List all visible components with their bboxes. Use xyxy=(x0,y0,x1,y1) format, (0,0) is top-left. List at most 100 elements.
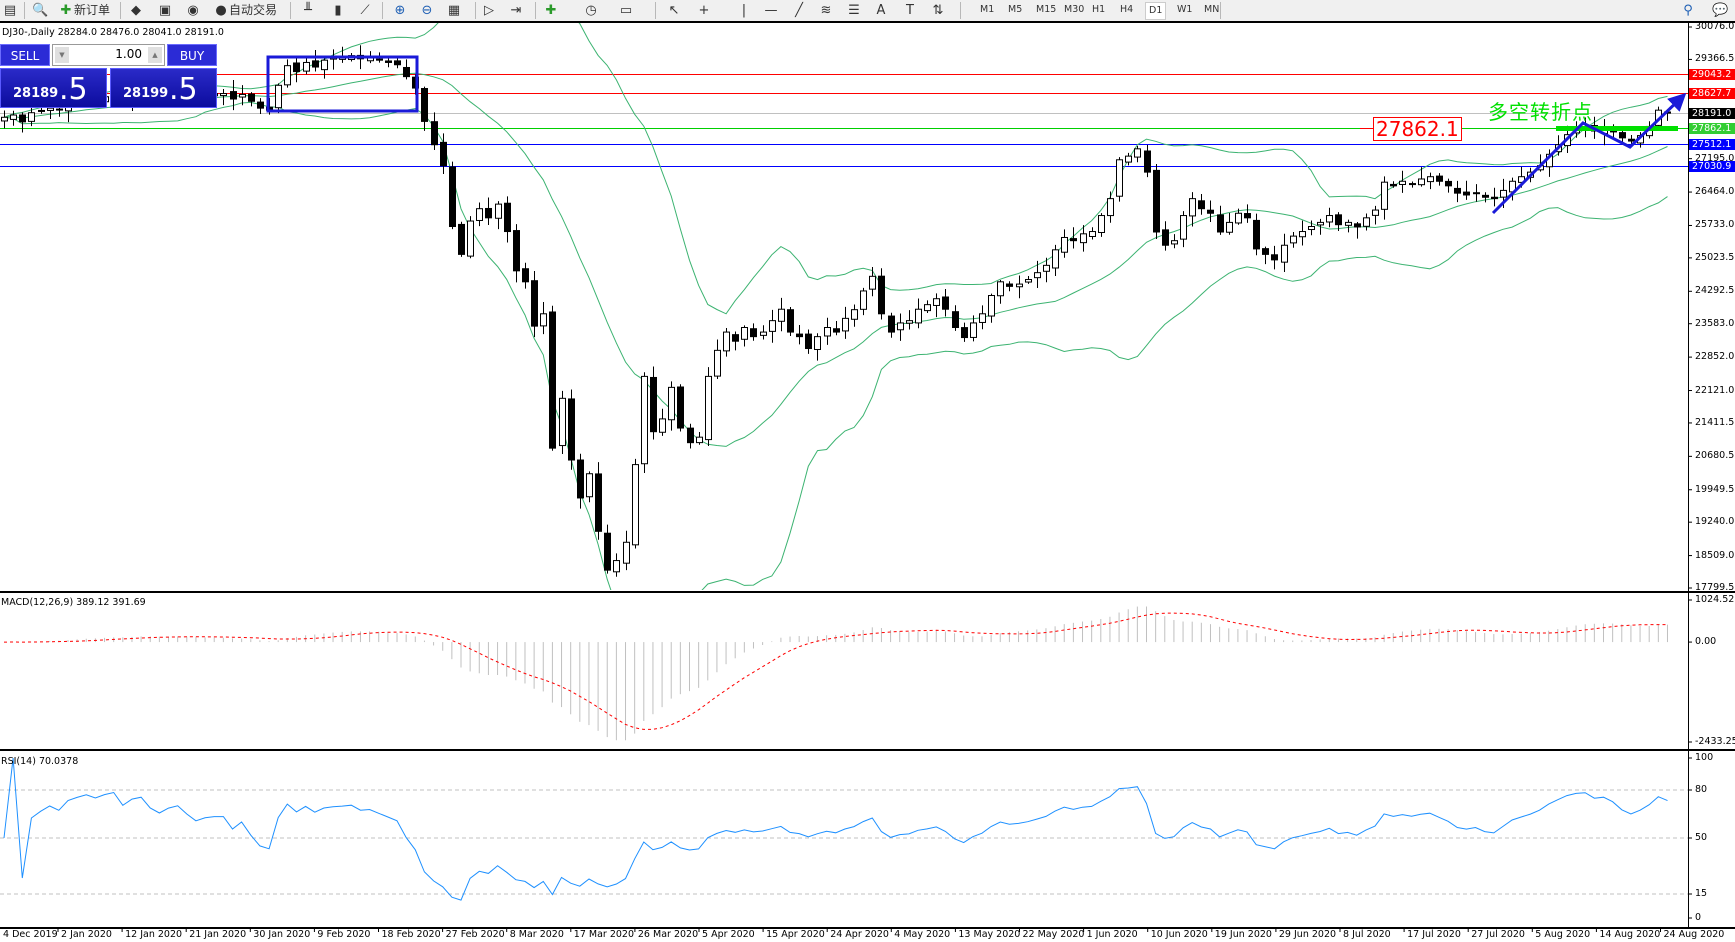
candle-body xyxy=(1372,209,1379,216)
candle xyxy=(1061,229,1068,258)
navigator-icon[interactable]: ▣ xyxy=(158,3,172,18)
vertical-line-icon[interactable]: | xyxy=(741,3,747,18)
chat-icon[interactable]: 💬 xyxy=(1712,3,1729,18)
candle-body xyxy=(1144,150,1151,173)
arrows-icon[interactable]: ⇅ xyxy=(932,3,944,18)
line-chart-icon[interactable]: ⟋ xyxy=(360,3,370,18)
chart-shift-icon[interactable]: ⇥ xyxy=(510,3,522,18)
candle-body xyxy=(659,418,666,433)
buy-button[interactable]: BUY xyxy=(167,44,217,66)
timeframe-m1[interactable]: M1 xyxy=(980,4,995,15)
pane-separator xyxy=(0,591,1735,593)
auto-scroll-icon[interactable]: ▷ xyxy=(484,3,494,18)
bar-chart-icon[interactable]: ╨ xyxy=(304,3,312,18)
timeframe-m15[interactable]: M15 xyxy=(1036,4,1057,15)
candle-body xyxy=(641,375,648,465)
candle-body xyxy=(915,308,922,324)
timeframe-m30[interactable]: M30 xyxy=(1064,4,1085,15)
candle xyxy=(906,310,913,330)
date-label: 9 Feb 2020 xyxy=(317,929,371,940)
candle-body xyxy=(303,61,310,72)
timeframe-d1[interactable]: D1 xyxy=(1145,2,1167,20)
sell-price[interactable]: 28189 .5 xyxy=(0,68,107,108)
lot-size-stepper[interactable]: ▼ 1.00 ▲ xyxy=(52,44,165,66)
print-preview-icon[interactable]: 🔍 xyxy=(32,3,49,18)
lot-decrease-button[interactable]: ▼ xyxy=(55,47,69,63)
auto-trading-icon[interactable]: ● 自动交易 xyxy=(215,3,278,18)
candle-body xyxy=(604,532,611,571)
lot-size-input[interactable]: 1.00 xyxy=(115,47,142,61)
new-order-icon[interactable]: ✚ 新订单 xyxy=(60,3,111,18)
candle xyxy=(979,305,986,330)
text-label-icon[interactable]: T xyxy=(906,3,914,18)
candle xyxy=(522,262,529,289)
toolbar-separator xyxy=(960,2,961,19)
timeframe-h1[interactable]: H1 xyxy=(1092,4,1106,15)
candle xyxy=(641,372,648,473)
candle xyxy=(961,322,968,342)
lot-increase-button[interactable]: ▲ xyxy=(148,47,162,63)
trend-arrow xyxy=(1491,92,1687,215)
candle xyxy=(1345,219,1352,233)
price-tick-label: 21411.5 xyxy=(1695,416,1735,428)
candle xyxy=(741,325,748,347)
cursor-icon[interactable]: ↖ xyxy=(668,3,680,18)
candle-body xyxy=(522,268,529,283)
periods-icon[interactable]: ◷ xyxy=(585,3,597,18)
price-tick-label: 22121.0 xyxy=(1695,384,1735,396)
price-chart-pane[interactable] xyxy=(0,21,1735,593)
candle-body xyxy=(1006,283,1013,287)
price-annotation-label[interactable]: 27862.1 xyxy=(1373,117,1462,141)
candle-body xyxy=(1409,183,1416,186)
candle xyxy=(1198,193,1205,215)
candle-body xyxy=(312,60,319,68)
fibo-fan-icon[interactable]: ☰ xyxy=(848,3,860,18)
search-icon[interactable]: ⚲ xyxy=(1683,3,1693,18)
indicators-icon[interactable]: ✚ xyxy=(545,3,557,18)
date-label: 26 Mar 2020 xyxy=(637,929,699,940)
candle-body xyxy=(394,60,401,66)
new-order-label: 新订单 xyxy=(74,3,111,17)
timeframe-mn[interactable]: MN xyxy=(1204,4,1220,15)
zoom-out-icon[interactable]: ⊖ xyxy=(421,3,433,18)
pivot-annotation-text[interactable]: 多空转折点 xyxy=(1488,100,1593,124)
timeframe-m5[interactable]: M5 xyxy=(1008,4,1023,15)
templates-icon[interactable]: ▭ xyxy=(619,3,633,18)
new-chart-icon[interactable]: ▤ xyxy=(3,3,17,18)
candle-body xyxy=(1034,272,1041,279)
candle xyxy=(1628,134,1635,145)
buy-price[interactable]: 28199 .5 xyxy=(110,68,217,108)
candle xyxy=(1144,145,1151,178)
trendline-icon[interactable]: ╱ xyxy=(795,3,803,18)
zoom-in-icon[interactable]: ⊕ xyxy=(394,3,406,18)
candle xyxy=(997,279,1004,304)
market-watch-icon[interactable]: ◆ xyxy=(131,3,141,18)
horizontal-line-icon[interactable]: — xyxy=(764,3,778,18)
date-label: 29 Jun 2020 xyxy=(1278,929,1337,940)
candle xyxy=(659,408,666,436)
timeframe-h4[interactable]: H4 xyxy=(1120,4,1134,15)
timeframe-w1[interactable]: W1 xyxy=(1177,4,1193,15)
price-tick-label: 24292.5 xyxy=(1695,285,1735,297)
crosshair-icon[interactable]: + xyxy=(698,3,710,18)
candle-body xyxy=(750,328,757,338)
candle-body xyxy=(1271,254,1278,261)
candle-body xyxy=(696,436,703,444)
candle xyxy=(1134,145,1141,163)
candle-body xyxy=(449,166,456,228)
sell-button[interactable]: SELL xyxy=(0,44,50,66)
candle-body xyxy=(504,202,511,233)
signals-icon[interactable]: ◉ xyxy=(187,3,199,18)
candle xyxy=(1253,213,1260,256)
tile-windows-icon[interactable]: ▦ xyxy=(447,3,461,18)
candle xyxy=(1217,205,1224,235)
candle xyxy=(504,196,511,243)
fibonacci-icon[interactable]: ≋ xyxy=(820,3,832,18)
text-icon[interactable]: A xyxy=(876,3,886,18)
candle xyxy=(440,133,447,174)
candle-body xyxy=(248,93,255,102)
candle-body xyxy=(1473,192,1480,195)
candle xyxy=(339,46,346,63)
candlestick-icon[interactable]: ▮ xyxy=(334,3,342,18)
